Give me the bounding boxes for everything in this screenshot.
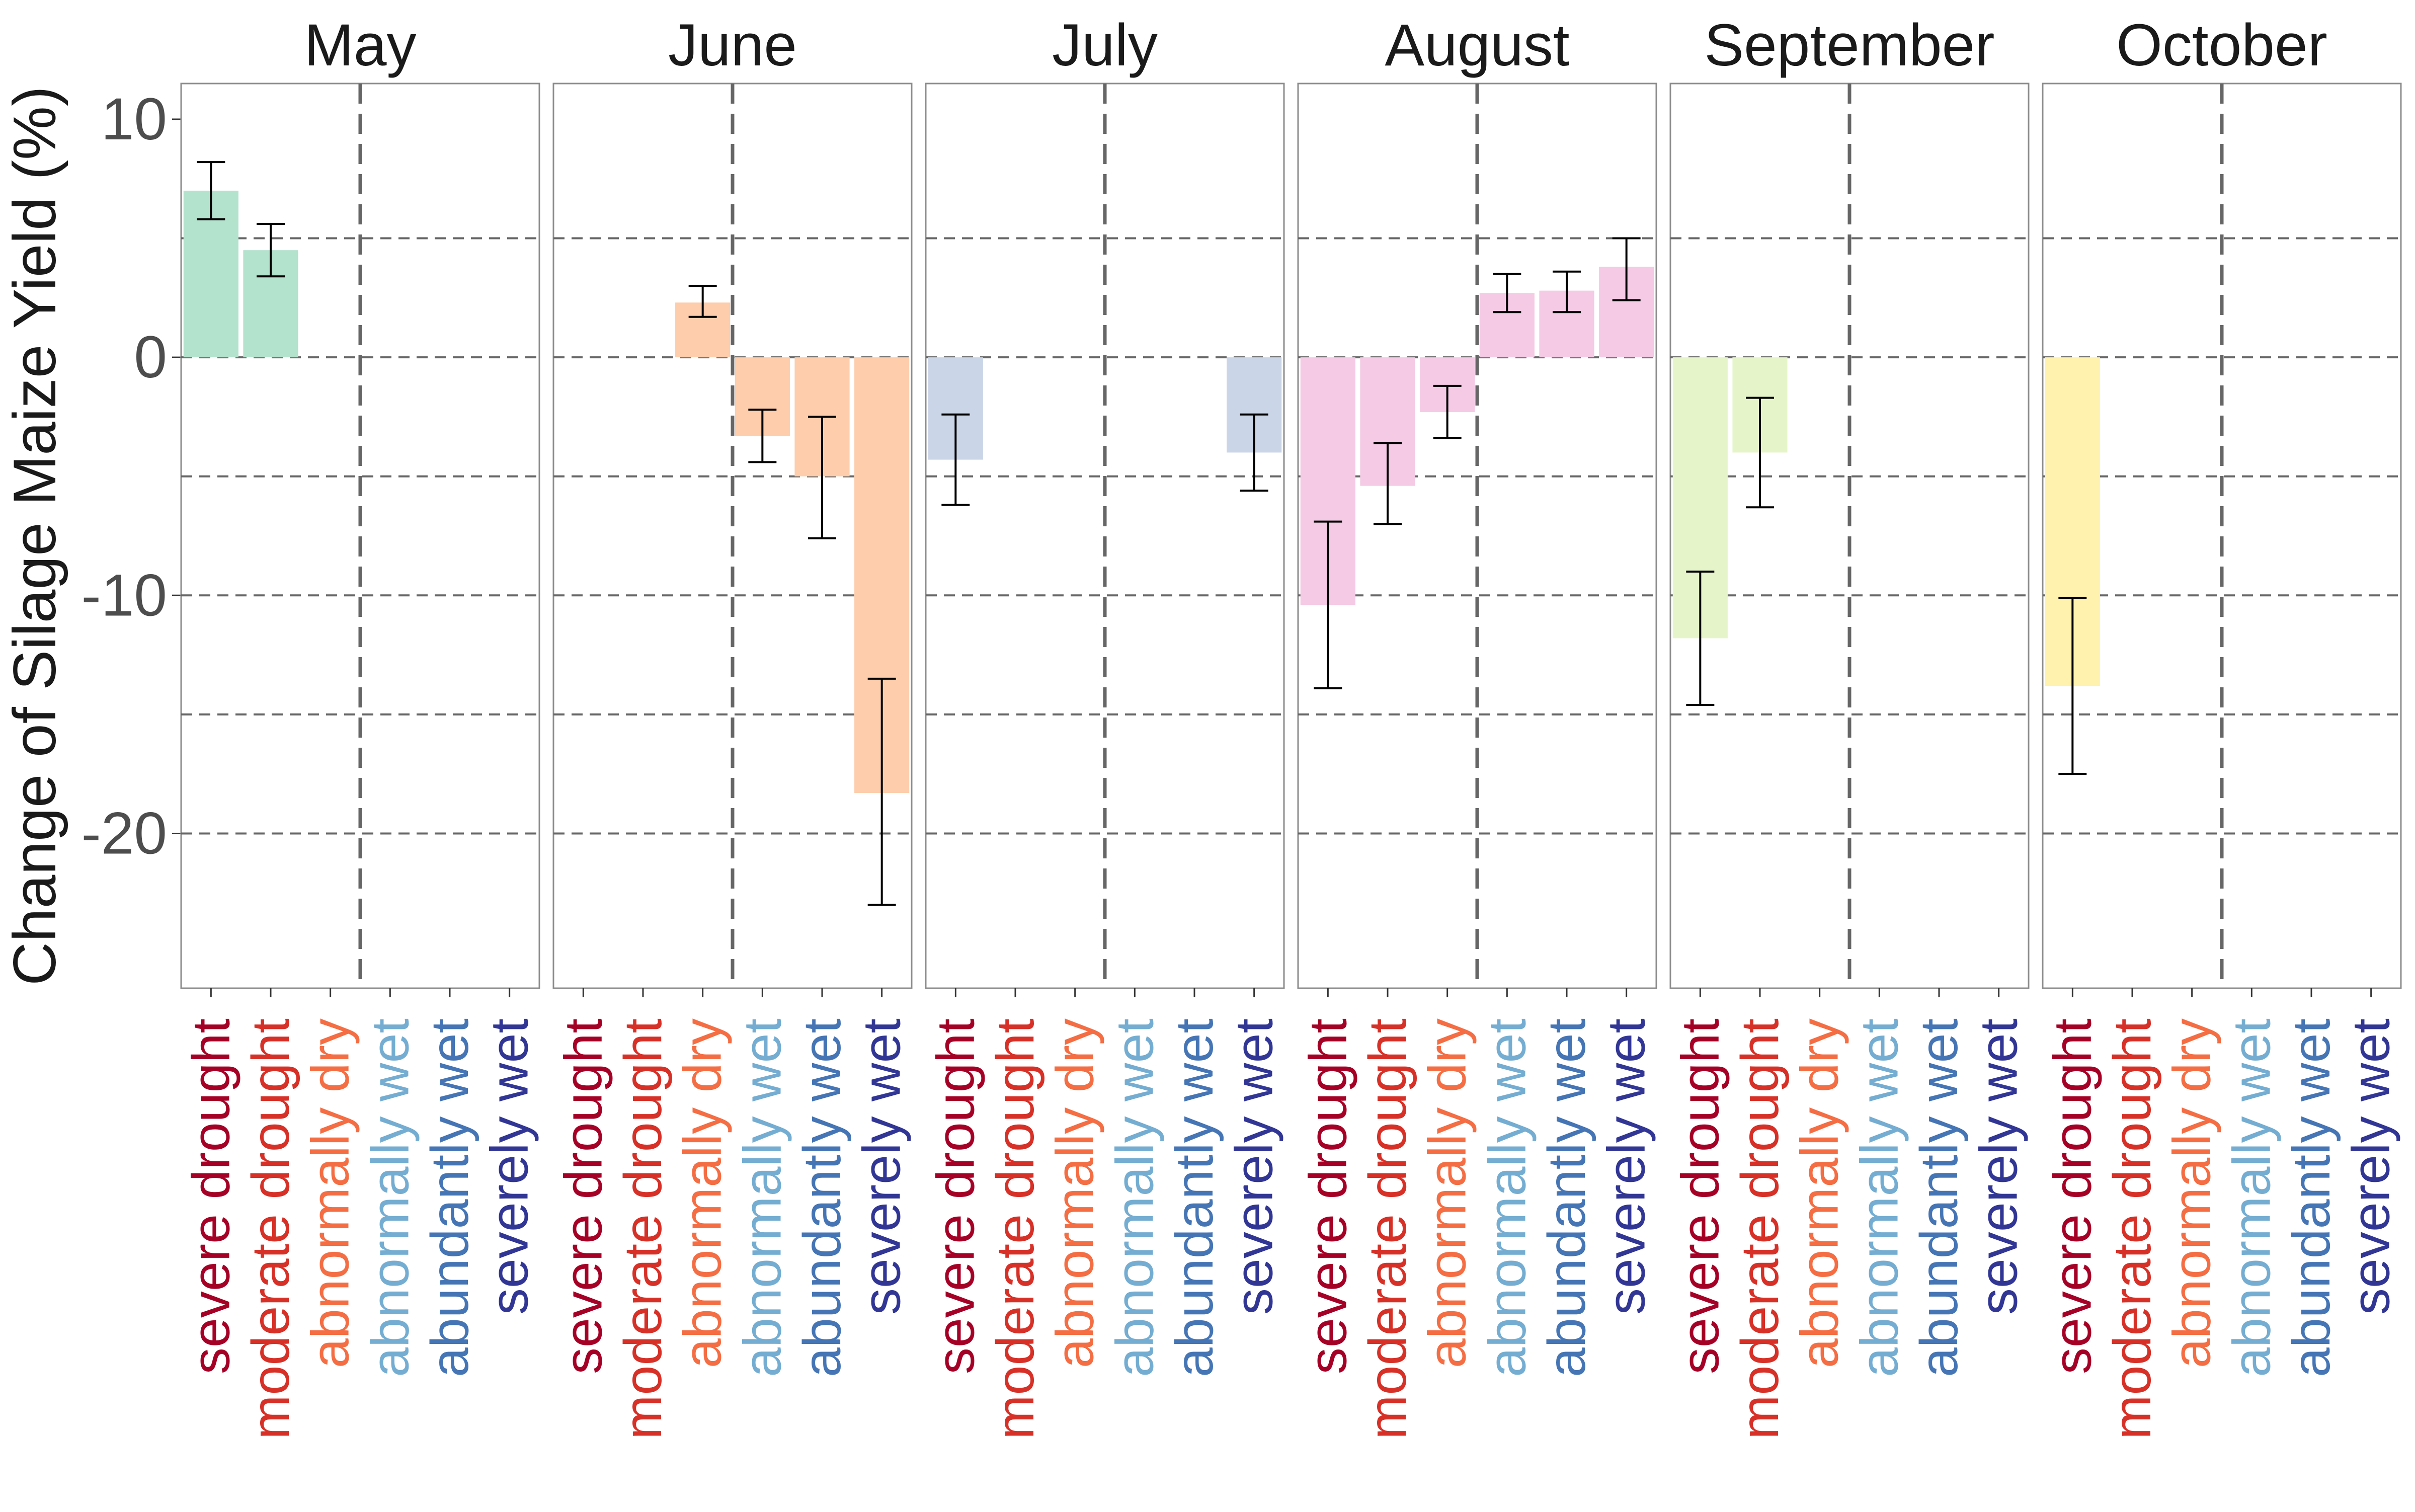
- panel-frame: [2042, 83, 2402, 989]
- panel-frame: [1297, 83, 1657, 989]
- x-tick-label: severe drought: [553, 1018, 613, 1374]
- x-tick-label: moderate drought: [241, 1018, 300, 1440]
- panel-title: September: [1704, 12, 1994, 78]
- x-tick-label: abnormally dry: [2162, 1018, 2222, 1368]
- x-tick-label: severe drought: [926, 1018, 985, 1374]
- panel-title: June: [668, 12, 797, 78]
- x-tick-label: severely wet: [1969, 1018, 2029, 1315]
- y-axis-title: Change of Silage Maize Yield (%): [1, 86, 68, 986]
- x-tick-label: abundantly wet: [1537, 1018, 1596, 1377]
- x-tick-label: abundantly wet: [1909, 1018, 1969, 1377]
- x-tick-label: abundantly wet: [1165, 1018, 1224, 1377]
- panel-frame: [552, 83, 913, 989]
- x-tick-label: moderate drought: [1730, 1018, 1790, 1440]
- y-tick-label: -10: [81, 562, 167, 628]
- x-tick-label: moderate drought: [986, 1018, 1045, 1440]
- x-tick-label: abnormally wet: [360, 1018, 420, 1377]
- x-tick-label: severe drought: [1298, 1018, 1357, 1374]
- x-tick-label: abundantly wet: [2282, 1018, 2341, 1377]
- x-tick-label: abnormally wet: [1849, 1018, 1909, 1377]
- x-tick-label: moderate drought: [1358, 1018, 1417, 1440]
- x-tick-label: abnormally dry: [673, 1018, 733, 1368]
- x-tick-label: abnormally wet: [1105, 1018, 1164, 1377]
- x-tick-label: moderate drought: [613, 1018, 673, 1440]
- y-tick-label: 10: [101, 86, 167, 152]
- x-tick-label: severely wet: [2342, 1018, 2401, 1315]
- panel-title: May: [304, 12, 417, 78]
- x-tick-label: severe drought: [181, 1018, 240, 1374]
- panel-title: August: [1385, 12, 1569, 78]
- x-tick-label: abundantly wet: [792, 1018, 852, 1377]
- panel-frame: [1669, 83, 2030, 989]
- x-tick-label: abnormally wet: [733, 1018, 792, 1377]
- panel-title: July: [1052, 12, 1158, 78]
- x-tick-label: abnormally wet: [2222, 1018, 2281, 1377]
- y-tick-label: 0: [134, 324, 167, 390]
- x-tick-label: moderate drought: [2103, 1018, 2162, 1440]
- x-tick-label: severe drought: [2043, 1018, 2102, 1374]
- x-tick-label: abundantly wet: [420, 1018, 479, 1377]
- x-tick-label: severe drought: [1670, 1018, 1730, 1374]
- x-tick-label: abnormally dry: [1418, 1018, 1477, 1368]
- y-tick-label: -20: [81, 800, 167, 866]
- x-tick-label: severely wet: [852, 1018, 912, 1315]
- panel-frame: [180, 83, 540, 989]
- x-tick-label: severely wet: [480, 1018, 539, 1315]
- x-tick-label: abnormally dry: [301, 1018, 360, 1368]
- x-tick-label: severely wet: [1225, 1018, 1284, 1315]
- x-tick-label: severely wet: [1597, 1018, 1656, 1315]
- panel-title: October: [2116, 12, 2327, 78]
- panel-frame: [925, 83, 1285, 989]
- x-tick-label: abnormally wet: [1477, 1018, 1537, 1377]
- x-tick-label: abnormally dry: [1790, 1018, 1849, 1368]
- x-tick-label: abnormally dry: [1045, 1018, 1105, 1368]
